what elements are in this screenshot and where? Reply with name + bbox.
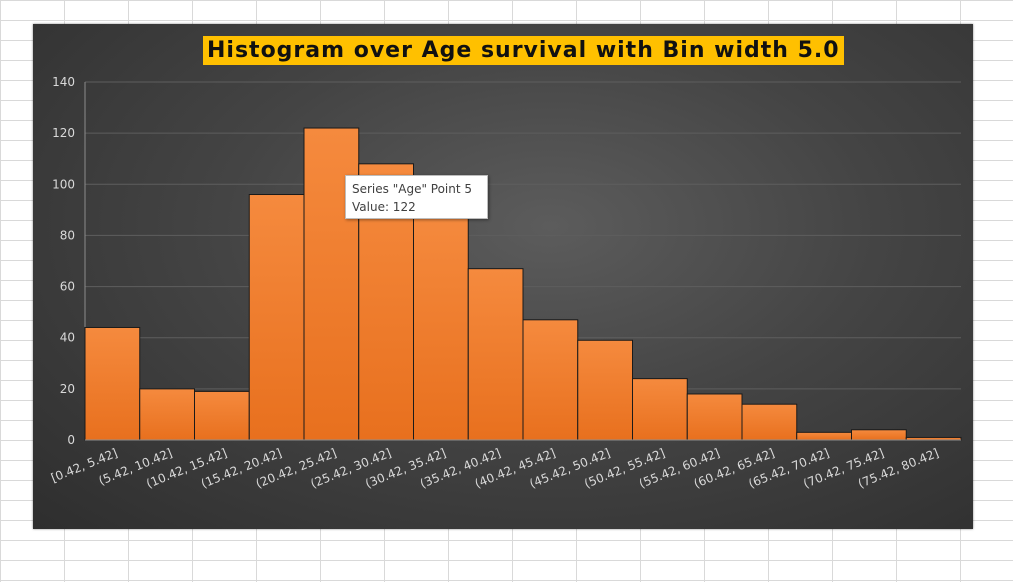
chart-title: Histogram over Age survival with Bin wid… bbox=[203, 36, 844, 65]
histogram-bar[interactable] bbox=[632, 378, 688, 441]
histogram-bar[interactable] bbox=[741, 403, 798, 441]
histogram-bar[interactable] bbox=[686, 393, 743, 441]
histogram-bar[interactable] bbox=[84, 326, 141, 441]
histogram-bar[interactable] bbox=[467, 268, 524, 441]
y-tick-label: 100 bbox=[52, 177, 75, 191]
histogram-bar[interactable] bbox=[139, 388, 195, 441]
y-tick-label: 80 bbox=[60, 228, 75, 242]
histogram-bar[interactable] bbox=[577, 339, 633, 441]
y-tick-label: 60 bbox=[60, 280, 75, 294]
histogram-bar[interactable] bbox=[522, 319, 579, 441]
tooltip-value-label: Value: 122 bbox=[352, 200, 416, 214]
histogram-bar[interactable] bbox=[851, 429, 907, 441]
histogram-bar[interactable] bbox=[248, 194, 305, 441]
y-tick-label: 0 bbox=[67, 433, 75, 447]
y-tick-label: 20 bbox=[60, 382, 75, 396]
histogram-bar[interactable] bbox=[413, 211, 469, 441]
y-tick-label: 40 bbox=[60, 331, 75, 345]
histogram-bar[interactable] bbox=[194, 390, 250, 441]
y-tick-label: 140 bbox=[52, 75, 75, 89]
y-tick-label: 120 bbox=[52, 126, 75, 140]
histogram-bar[interactable] bbox=[796, 431, 852, 441]
tooltip-series-label: Series "Age" Point 5 bbox=[352, 182, 473, 196]
data-point-tooltip: Series "Age" Point 5 Value: 122 bbox=[345, 175, 488, 219]
